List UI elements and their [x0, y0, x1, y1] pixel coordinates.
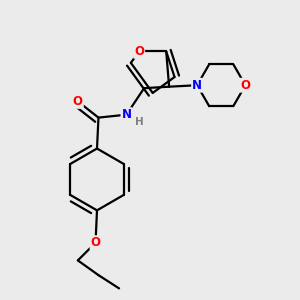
- Text: O: O: [73, 95, 83, 108]
- Text: O: O: [134, 45, 144, 58]
- Text: N: N: [192, 79, 202, 92]
- Text: O: O: [91, 236, 100, 249]
- Text: O: O: [240, 79, 250, 92]
- Text: N: N: [122, 108, 131, 121]
- Text: H: H: [135, 117, 143, 127]
